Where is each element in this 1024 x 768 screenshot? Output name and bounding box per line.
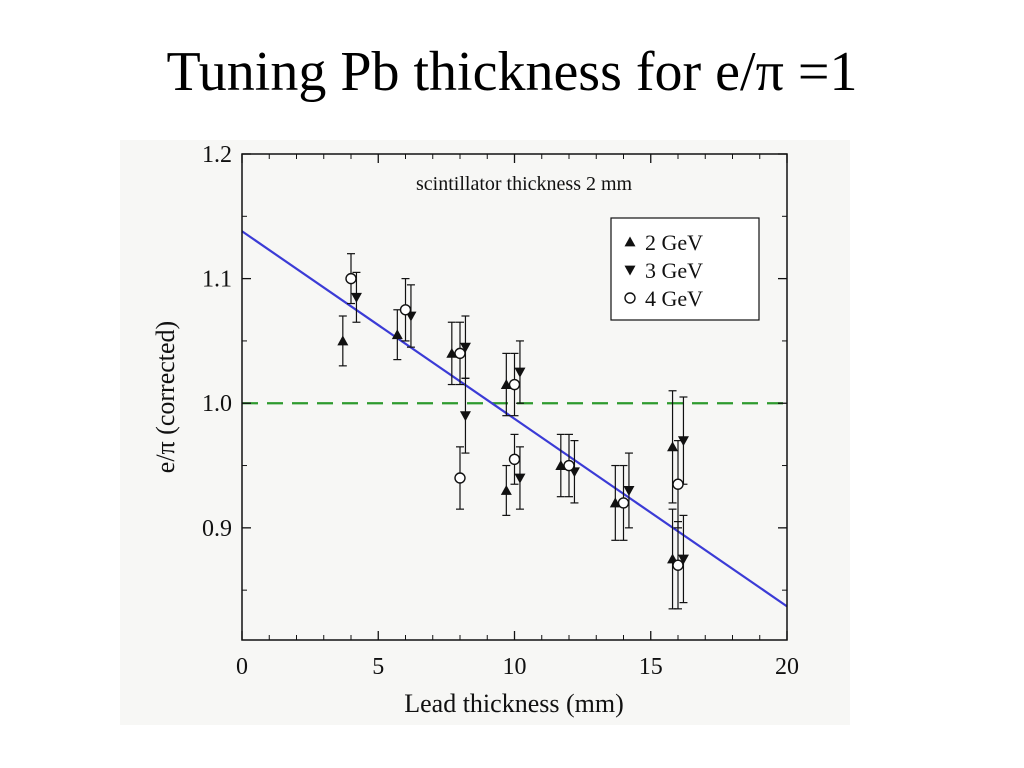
legend-box [610, 217, 760, 321]
y-tick-label: 0.9 [202, 516, 232, 542]
data-point [672, 559, 684, 571]
y-axis-label: e/π (corrected) [151, 321, 180, 473]
x-tick-label: 15 [639, 654, 663, 680]
data-point [345, 272, 357, 285]
data-point [672, 478, 684, 490]
data-point [500, 379, 512, 389]
x-tick-label: 0 [236, 654, 248, 680]
fit-line [241, 230, 788, 608]
legend-marker [624, 292, 636, 304]
data-point [500, 484, 512, 495]
data-point [677, 554, 689, 565]
data-point [459, 411, 471, 422]
chart-figure: 0 5 10 15 20 0.9 1.0 1.1 1.2 scintillator thickn… [120, 140, 850, 725]
y-tick-label: 1.2 [202, 142, 232, 168]
legend-label: 3 GeV [645, 258, 703, 283]
legend-label: 4 GeV [645, 286, 703, 311]
x-tick-label: 20 [775, 654, 799, 680]
series-4-gev [345, 253, 684, 610]
data-point [350, 292, 362, 303]
x-tick-label: 10 [503, 654, 527, 680]
data-point [508, 378, 521, 391]
legend-marker [624, 236, 636, 247]
slide-title: Tuning Pb thickness for e/π =1 [166, 41, 858, 103]
data-point [391, 329, 403, 340]
scatter-chart: 0 5 10 15 20 0.9 1.0 1.1 1.2 scintillator thickn… [151, 142, 799, 718]
legend-marker [624, 265, 636, 276]
data-point [514, 473, 526, 484]
data-point [454, 347, 466, 360]
data-point [623, 486, 635, 496]
data-point [617, 497, 630, 509]
x-tick-label: 5 [372, 654, 384, 680]
x-axis-label: Lead thickness (mm) [404, 689, 624, 718]
data-point [667, 441, 679, 452]
data-point [337, 335, 349, 346]
data-point [514, 367, 526, 378]
y-tick-label: 1.0 [202, 391, 232, 417]
data-point [609, 497, 621, 508]
y-tick-label: 1.1 [202, 267, 232, 293]
data-point [454, 472, 466, 484]
data-point [459, 342, 471, 353]
data-point [399, 304, 412, 316]
annotation-text: scintillator thickness 2 mm [416, 173, 633, 195]
legend: 2 GeV 3 GeV 4 GeV [610, 217, 760, 321]
data-point [446, 347, 458, 358]
data-point [508, 453, 521, 466]
legend-label: 2 GeV [645, 230, 703, 255]
data-point [555, 460, 567, 470]
series-2-gev [337, 309, 679, 610]
series-3-gev [350, 271, 689, 604]
data-point [677, 436, 689, 447]
data-point [563, 459, 575, 472]
